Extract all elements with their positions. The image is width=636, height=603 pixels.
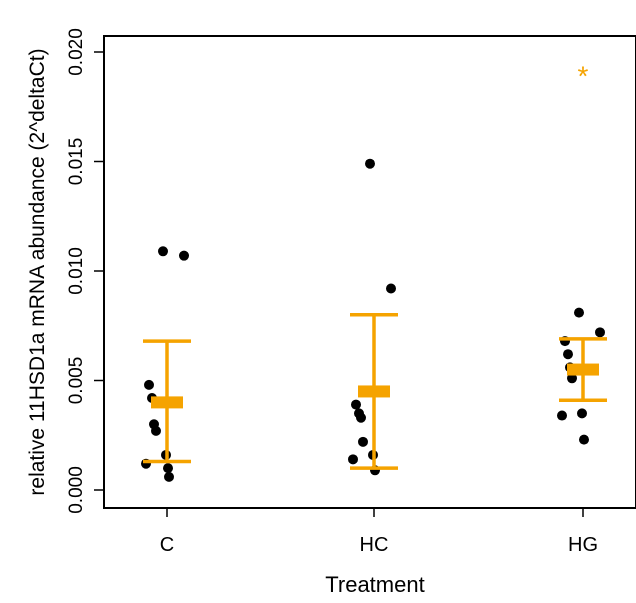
y-axis-title: relative 11HSD1a mRNA abundance (2^delta… <box>26 48 49 495</box>
y-tick-label: 0.005 <box>66 357 87 405</box>
plot-frame <box>103 35 636 509</box>
y-tick-label: 0.015 <box>66 138 87 186</box>
y-tick-label: 0.010 <box>66 247 87 295</box>
data-point <box>164 471 174 482</box>
summary-layer <box>143 313 607 470</box>
data-point <box>151 425 161 436</box>
x-tick-label: C <box>160 534 174 556</box>
data-point <box>356 412 366 423</box>
x-tick-label: HG <box>568 534 598 556</box>
data-point <box>386 283 396 294</box>
data-point <box>348 454 358 465</box>
data-point <box>577 408 587 419</box>
data-point <box>563 349 573 360</box>
data-point <box>579 434 589 445</box>
y-tick-label: 0.000 <box>66 466 87 514</box>
data-point <box>351 399 361 410</box>
annotation-layer: * <box>578 61 589 92</box>
data-point <box>163 463 173 474</box>
data-point <box>557 410 567 421</box>
y-axis: 0.000 0.005 0.010 0.015 0.020 <box>66 28 104 514</box>
data-point <box>595 327 605 338</box>
data-point <box>567 373 577 384</box>
data-point <box>144 379 154 390</box>
mean-marker <box>151 396 183 409</box>
data-point <box>365 158 375 169</box>
data-point <box>179 250 189 261</box>
x-tick-label: HC <box>360 534 389 556</box>
y-tick-label: 0.020 <box>66 28 87 76</box>
mean-marker <box>358 385 390 398</box>
mean-marker <box>567 363 599 376</box>
data-point <box>158 246 168 257</box>
data-point <box>574 307 584 318</box>
significance-marker: * <box>578 61 589 92</box>
data-point <box>358 436 368 447</box>
x-axis-title: Treatment <box>325 572 424 597</box>
x-axis: C HC HG <box>160 508 598 556</box>
